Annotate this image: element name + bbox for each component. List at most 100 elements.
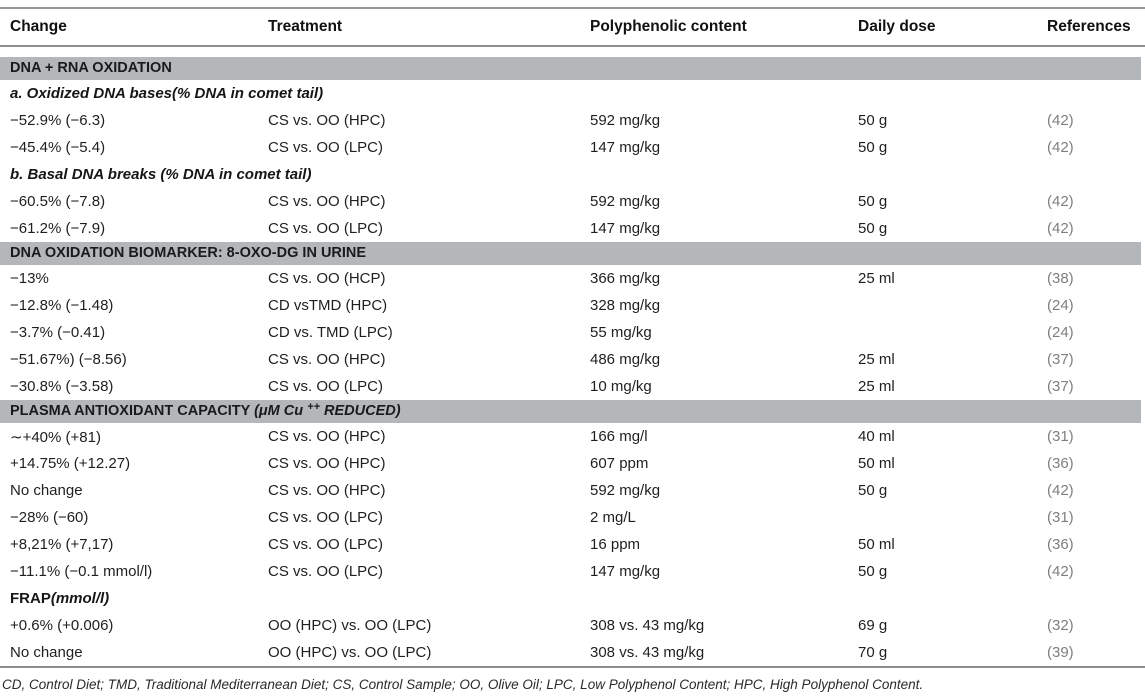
subsection-title-frap: FRAP(mmol/l): [10, 590, 110, 607]
table-row: −51.67%) (−8.56) CS vs. OO (HPC) 486 mg/…: [0, 346, 1145, 373]
reference-link[interactable]: (42): [1047, 563, 1074, 580]
section-title-plasma-antioxidant-capacity: PLASMA ANTIOXIDANT CAPACITY (μM Cu ++ RE…: [0, 400, 1141, 423]
reference-link[interactable]: (42): [1047, 112, 1074, 129]
cell-daily-dose: [858, 292, 1047, 319]
cell-treatment: CS vs. OO (LPC): [268, 220, 384, 237]
table-row: −13% CS vs. OO (HCP) 366 mg/kg 25 ml (38…: [0, 265, 1145, 292]
cell-change: −28% (−60): [10, 509, 89, 526]
table-row: +14.75% (+12.27) CS vs. OO (HPC) 607 ppm…: [0, 450, 1145, 477]
reference-link[interactable]: (31): [1047, 509, 1074, 526]
cell-treatment: CS vs. OO (HPC): [268, 455, 386, 472]
cell-polyphenolic-content: 328 mg/kg: [590, 297, 661, 314]
column-header-daily-dose: Daily dose: [858, 8, 1047, 47]
subsection-title-basal-dna-breaks: b. Basal DNA breaks (% DNA in comet tail…: [10, 166, 312, 183]
table-row: +0.6% (+0.006) OO (HPC) vs. OO (LPC) 308…: [0, 612, 1145, 639]
cell-polyphenolic-content: 147 mg/kg: [590, 220, 661, 237]
cell-polyphenolic-content: 308 vs. 43 mg/kg: [590, 644, 705, 661]
cell-change: −45.4% (−5.4): [10, 139, 106, 156]
column-header-change: Change: [0, 8, 268, 47]
cell-change: −12.8% (−1.48): [10, 297, 114, 314]
reference-link[interactable]: (36): [1047, 536, 1074, 553]
subsection-row: a. Oxidized DNA bases(% DNA in comet tai…: [0, 80, 1145, 107]
cell-daily-dose: 50 g: [858, 139, 888, 156]
cell-change: −52.9% (−6.3): [10, 112, 106, 129]
column-header-polyphenolic-content: Polyphenolic content: [590, 8, 858, 47]
cell-change: +8,21% (+7,17): [10, 536, 114, 553]
cell-treatment: CS vs. OO (HPC): [268, 482, 386, 499]
cell-treatment: CD vsTMD (HPC): [268, 297, 388, 314]
cell-change: −3.7% (−0.41): [10, 324, 106, 341]
reference-link[interactable]: (37): [1047, 351, 1074, 368]
table-row: −11.1% (−0.1 mmol/l) CS vs. OO (LPC) 147…: [0, 558, 1145, 585]
reference-link[interactable]: (42): [1047, 139, 1074, 156]
cell-daily-dose: 25 ml: [858, 351, 895, 368]
section-title-dna-rna-oxidation: DNA + RNA OXIDATION: [0, 57, 1141, 80]
reference-link[interactable]: (31): [1047, 428, 1074, 445]
cell-polyphenolic-content: 10 mg/kg: [590, 378, 652, 395]
cell-change: −60.5% (−7.8): [10, 193, 106, 210]
column-header-treatment: Treatment: [268, 8, 590, 47]
cell-daily-dose: 69 g: [858, 617, 888, 634]
cell-treatment: CS vs. OO (HCP): [268, 270, 386, 287]
cell-treatment: CS vs. OO (HPC): [268, 428, 386, 445]
table-footnote: CD, Control Diet; TMD, Traditional Medit…: [2, 677, 924, 692]
cell-polyphenolic-content: 607 ppm: [590, 455, 649, 472]
section-header-row: DNA + RNA OXIDATION: [0, 57, 1145, 80]
cell-treatment: OO (HPC) vs. OO (LPC): [268, 644, 432, 661]
reference-link[interactable]: (24): [1047, 297, 1074, 314]
superscript-plus-plus: ++: [307, 401, 320, 413]
cell-change: −61.2% (−7.9): [10, 220, 106, 237]
cell-change: +14.75% (+12.27): [10, 455, 131, 472]
cell-daily-dose: 40 ml: [858, 428, 895, 445]
table-row: +8,21% (+7,17) CS vs. OO (LPC) 16 ppm 50…: [0, 531, 1145, 558]
cell-change: No change: [10, 644, 83, 661]
cell-polyphenolic-content: 16 ppm: [590, 536, 641, 553]
cell-polyphenolic-content: 592 mg/kg: [590, 112, 661, 129]
table-row: ∼+40% (+81) CS vs. OO (HPC) 166 mg/l 40 …: [0, 423, 1145, 450]
reference-link[interactable]: (38): [1047, 270, 1074, 287]
table-row: No change OO (HPC) vs. OO (LPC) 308 vs. …: [0, 639, 1145, 667]
table-row: −45.4% (−5.4) CS vs. OO (LPC) 147 mg/kg …: [0, 134, 1145, 161]
subsection-row: FRAP(mmol/l): [0, 585, 1145, 612]
table-row: No change CS vs. OO (HPC) 592 mg/kg 50 g…: [0, 477, 1145, 504]
cell-daily-dose: 50 ml: [858, 536, 895, 553]
reference-link[interactable]: (24): [1047, 324, 1074, 341]
cell-change: ∼+40% (+81): [10, 428, 101, 446]
reference-link[interactable]: (32): [1047, 617, 1074, 634]
table-row: −3.7% (−0.41) CD vs. TMD (LPC) 55 mg/kg …: [0, 319, 1145, 346]
cell-daily-dose: 50 ml: [858, 455, 895, 472]
cell-daily-dose: 50 g: [858, 193, 888, 210]
cell-treatment: OO (HPC) vs. OO (LPC): [268, 617, 432, 634]
reference-link[interactable]: (36): [1047, 455, 1074, 472]
cell-change: −51.67%) (−8.56): [10, 351, 127, 368]
subsection-title-oxidized-dna-bases: a. Oxidized DNA bases(% DNA in comet tai…: [10, 85, 324, 102]
cell-daily-dose: 50 g: [858, 563, 888, 580]
section-header-row: PLASMA ANTIOXIDANT CAPACITY (μM Cu ++ RE…: [0, 400, 1145, 423]
cell-polyphenolic-content: 486 mg/kg: [590, 351, 661, 368]
cell-polyphenolic-content: 308 vs. 43 mg/kg: [590, 617, 705, 634]
cell-daily-dose: [858, 319, 1047, 346]
cell-change: −11.1% (−0.1 mmol/l): [10, 563, 153, 580]
subsection-row: b. Basal DNA breaks (% DNA in comet tail…: [0, 161, 1145, 188]
table-row: −60.5% (−7.8) CS vs. OO (HPC) 592 mg/kg …: [0, 188, 1145, 215]
reference-link[interactable]: (37): [1047, 378, 1074, 395]
reference-link[interactable]: (42): [1047, 220, 1074, 237]
cell-change: −30.8% (−3.58): [10, 378, 114, 395]
cell-polyphenolic-content: 592 mg/kg: [590, 482, 661, 499]
table-row: −52.9% (−6.3) CS vs. OO (HPC) 592 mg/kg …: [0, 107, 1145, 134]
table-row: −28% (−60) CS vs. OO (LPC) 2 mg/L (31): [0, 504, 1145, 531]
cell-treatment: CD vs. TMD (LPC): [268, 324, 393, 341]
cell-polyphenolic-content: 147 mg/kg: [590, 563, 661, 580]
cell-polyphenolic-content: 592 mg/kg: [590, 193, 661, 210]
table-row: −12.8% (−1.48) CD vsTMD (HPC) 328 mg/kg …: [0, 292, 1145, 319]
cell-change: −13%: [10, 270, 49, 287]
reference-link[interactable]: (42): [1047, 482, 1074, 499]
cell-polyphenolic-content: 166 mg/l: [590, 428, 648, 445]
cell-daily-dose: 50 g: [858, 482, 888, 499]
reference-link[interactable]: (39): [1047, 644, 1074, 661]
cell-polyphenolic-content: 55 mg/kg: [590, 324, 652, 341]
reference-link[interactable]: (42): [1047, 193, 1074, 210]
cell-daily-dose: 50 g: [858, 112, 888, 129]
cell-change: +0.6% (+0.006): [10, 617, 114, 634]
cell-treatment: CS vs. OO (HPC): [268, 351, 386, 368]
